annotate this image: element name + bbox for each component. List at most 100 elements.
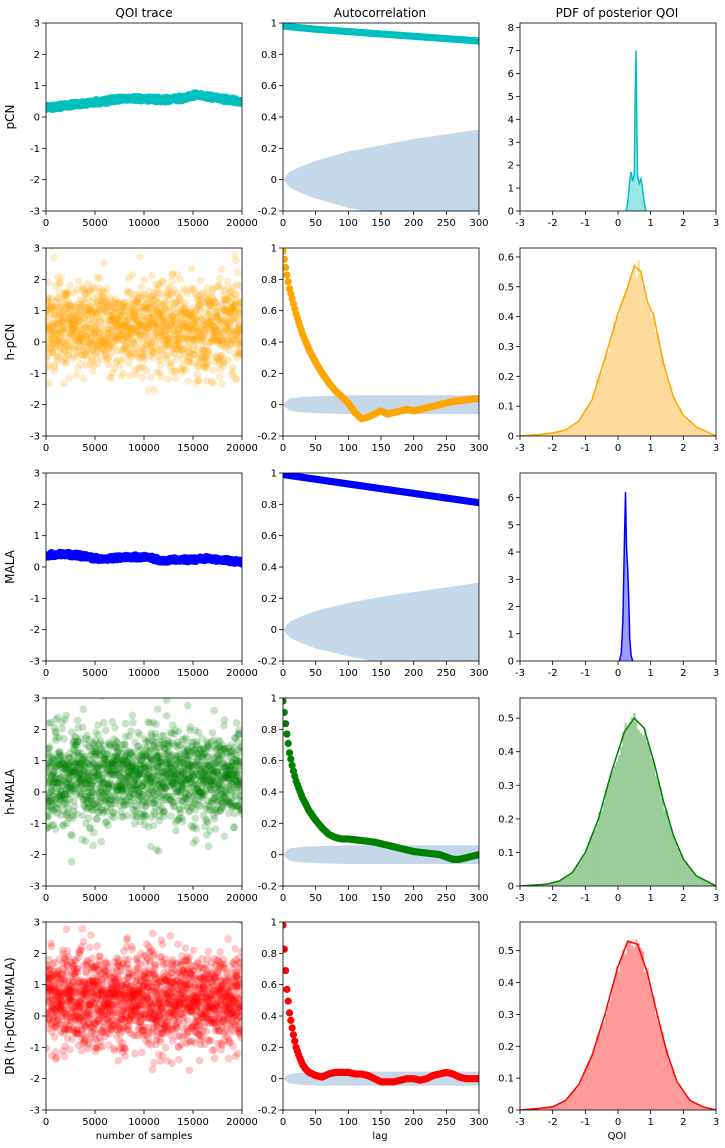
trace-point (222, 323, 231, 332)
trace-point (94, 329, 103, 337)
pdf-histogram-bar (648, 307, 651, 436)
trace-point (68, 325, 76, 334)
trace-point (164, 313, 173, 321)
trace-point (65, 766, 73, 774)
trace-point (112, 315, 121, 323)
trace-point (187, 308, 195, 317)
trace-point (98, 783, 106, 792)
trace-point (101, 288, 110, 296)
pdf-histogram-bar (659, 348, 662, 436)
trace-2-xtick-label-0: 0 (43, 668, 49, 679)
pdf-0-ytick-label-5: 5 (508, 92, 514, 103)
trace-point (54, 304, 63, 312)
trace-point (73, 348, 82, 356)
trace-point (96, 783, 104, 792)
trace-point (62, 711, 70, 720)
acf-2-xtick-label-4: 200 (404, 668, 423, 679)
trace-point (59, 764, 68, 773)
trace-point (61, 304, 70, 313)
trace-point (54, 789, 63, 798)
pdf-0-ytick-label-3: 3 (508, 138, 514, 149)
trace-point (81, 802, 89, 811)
pdf-histogram-bar (641, 286, 645, 436)
trace-point (99, 299, 108, 308)
trace-point (174, 313, 183, 321)
trace-point (56, 326, 64, 335)
trace-point (113, 346, 122, 355)
trace-point (81, 323, 90, 332)
trace-point (123, 321, 132, 330)
trace-point (91, 336, 99, 345)
trace-point (75, 346, 84, 355)
trace-point (100, 329, 109, 337)
trace-point (175, 294, 184, 303)
pdf-histogram-bar (607, 783, 610, 886)
trace-point (49, 319, 58, 328)
trace-point (221, 341, 229, 349)
trace-point (82, 772, 91, 780)
trace-point (58, 757, 67, 766)
trace-point (228, 303, 237, 312)
trace-point (103, 780, 111, 788)
trace-point (115, 325, 123, 334)
trace-point (126, 312, 135, 321)
trace-point (71, 760, 79, 769)
trace-point (98, 338, 107, 347)
trace-point (97, 760, 105, 769)
trace-point (235, 348, 242, 357)
trace-point (209, 366, 218, 374)
trace-point (70, 324, 78, 333)
trace-point (107, 792, 115, 800)
trace-point (68, 314, 77, 323)
trace-point (104, 354, 112, 363)
trace-point (48, 772, 57, 780)
trace-point (151, 329, 159, 338)
pdf-histogram-bar (594, 389, 597, 436)
trace-point (204, 818, 213, 827)
acf-1-ytick-label-3: 0.4 (261, 338, 277, 349)
acf-0-ytick-label-5: 0.8 (261, 50, 277, 61)
trace-point (235, 309, 242, 318)
trace-point (93, 789, 102, 797)
trace-point (221, 323, 230, 332)
trace-point (170, 286, 179, 294)
trace-point (117, 372, 126, 381)
trace-point (72, 773, 81, 782)
pdf-histogram-bar (648, 748, 651, 886)
trace-point (51, 727, 60, 736)
trace-point (101, 351, 109, 359)
trace-point (129, 314, 138, 323)
trace-point (53, 356, 61, 364)
trace-point (65, 783, 73, 792)
trace-point (70, 321, 79, 330)
trace-point (71, 302, 80, 311)
trace-point (181, 321, 189, 330)
trace-point (147, 309, 156, 318)
trace-point (142, 305, 151, 313)
trace-point (125, 324, 134, 333)
trace-point (177, 345, 185, 354)
trace-point (69, 325, 78, 334)
trace-point (68, 778, 76, 786)
trace-point (48, 340, 57, 348)
trace-point (53, 329, 61, 338)
trace-point (158, 323, 167, 332)
trace-point (205, 306, 214, 315)
trace-point (163, 291, 171, 300)
pdf-histogram-bar (632, 178, 634, 211)
trace-point (173, 270, 182, 278)
trace-point (114, 321, 122, 330)
trace-point (106, 293, 115, 301)
trace-point (201, 362, 209, 370)
trace-point (215, 373, 224, 382)
trace-point (77, 789, 85, 797)
trace-point (52, 320, 60, 329)
trace-point (122, 298, 130, 306)
trace-point (91, 336, 100, 345)
trace-point (233, 281, 241, 289)
trace-point (178, 817, 187, 826)
trace-point (95, 797, 103, 805)
pdf-histogram-bar (580, 414, 584, 436)
trace-point (124, 288, 132, 297)
trace-point (148, 319, 157, 328)
